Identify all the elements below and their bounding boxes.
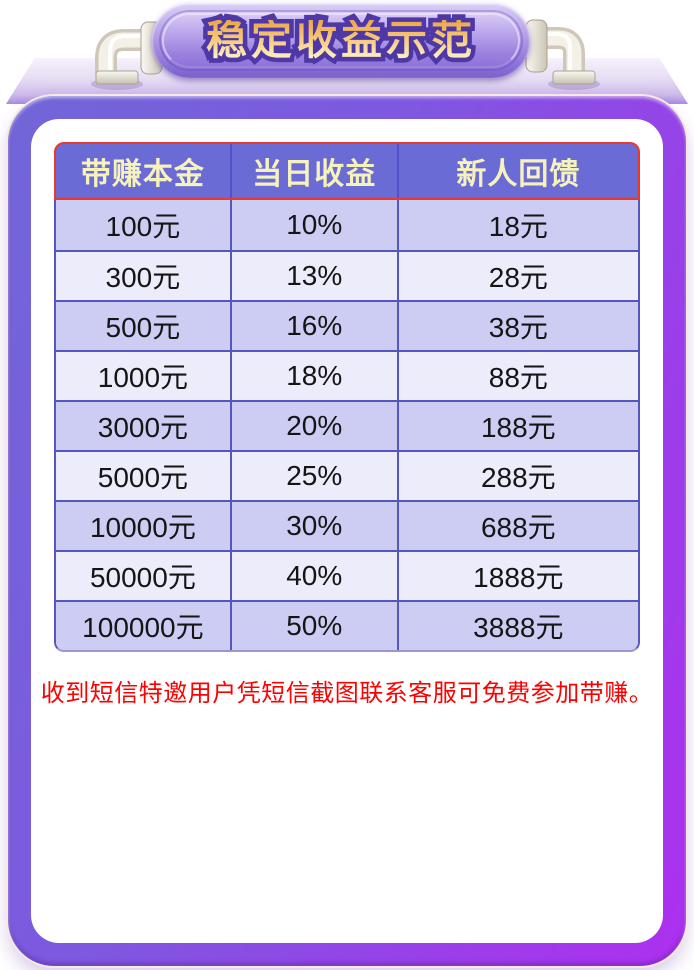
table-cell: 3000元 — [97, 412, 189, 443]
table-body: 100元 10% 18元 300元 13% 28元 500元 16% 38元 1000元 18% 88… — [54, 200, 640, 652]
table-cell: 28元 — [396, 252, 638, 300]
table-cell: 100元 — [105, 211, 181, 242]
table-row: 100元 10% 18元 — [56, 200, 638, 250]
table-row: 5000元 25% 288元 — [56, 450, 638, 500]
panel-card-inner: 带赚本金 当日收益 新人回馈 100元 10% 18元 300元 13% 28元 500元 1… — [31, 119, 663, 943]
table-header-principal: 带赚本金 — [80, 158, 205, 191]
table-cell: 288元 — [396, 452, 638, 500]
table-cell: 30% — [229, 502, 397, 550]
table-cell: 20% — [229, 402, 397, 450]
table-cell: 50000元 — [89, 562, 196, 593]
pipe-decoration — [91, 19, 600, 90]
table-cell: 1888元 — [396, 552, 638, 600]
table-cell: 40% — [229, 552, 397, 600]
table-cell: 688元 — [396, 502, 638, 550]
banner-title: 稳定收益示范 稳定收益示范 — [202, 15, 477, 65]
table-row: 10000元 30% 688元 — [56, 500, 638, 550]
table-row: 300元 13% 28元 — [56, 250, 638, 300]
table-row: 500元 16% 38元 — [56, 300, 638, 350]
table-header-row: 带赚本金 当日收益 新人回馈 — [54, 142, 640, 200]
table-cell: 38元 — [396, 302, 638, 350]
table-header-newcomer-reward: 新人回馈 — [396, 144, 638, 198]
pipe-elbow-left-icon — [91, 21, 163, 90]
table-cell: 1000元 — [97, 362, 189, 393]
table-cell: 3888元 — [396, 602, 638, 650]
table-cell: 300元 — [105, 262, 181, 293]
table-cell: 10% — [229, 200, 397, 250]
table-cell: 88元 — [396, 352, 638, 400]
table-cell: 188元 — [396, 402, 638, 450]
table-cell: 16% — [229, 302, 397, 350]
table-cell: 18元 — [396, 200, 638, 250]
table-row: 3000元 20% 188元 — [56, 400, 638, 450]
income-table: 带赚本金 当日收益 新人回馈 100元 10% 18元 300元 13% 28元 500元 1… — [54, 142, 640, 652]
banner-title-text: 稳定收益示范 — [206, 17, 476, 63]
table-cell: 100000元 — [82, 612, 204, 643]
table-cell: 500元 — [105, 312, 181, 343]
table-row: 100000元 50% 3888元 — [56, 600, 638, 650]
table-cell: 5000元 — [97, 462, 189, 493]
table-cell: 50% — [229, 602, 397, 650]
table-cell: 10000元 — [89, 512, 196, 543]
table-cell: 18% — [229, 352, 397, 400]
notice-text: 收到短信特邀用户凭短信截图联系客服可免费参加带赚。 — [40, 680, 654, 707]
banner-pill: 稳定收益示范 稳定收益示范 — [152, 3, 530, 78]
table-cell: 25% — [229, 452, 397, 500]
table-cell: 13% — [229, 252, 397, 300]
table-header-daily-income: 当日收益 — [229, 144, 397, 198]
banner-pill-body — [159, 10, 523, 71]
table-row: 50000元 40% 1888元 — [56, 550, 638, 600]
panel-card: 带赚本金 当日收益 新人回馈 100元 10% 18元 300元 13% 28元 500元 1… — [8, 96, 686, 966]
pipe-elbow-right-icon — [525, 19, 600, 90]
table-row: 1000元 18% 88元 — [56, 350, 638, 400]
banner-title-outline: 稳定收益示范 — [202, 15, 477, 65]
